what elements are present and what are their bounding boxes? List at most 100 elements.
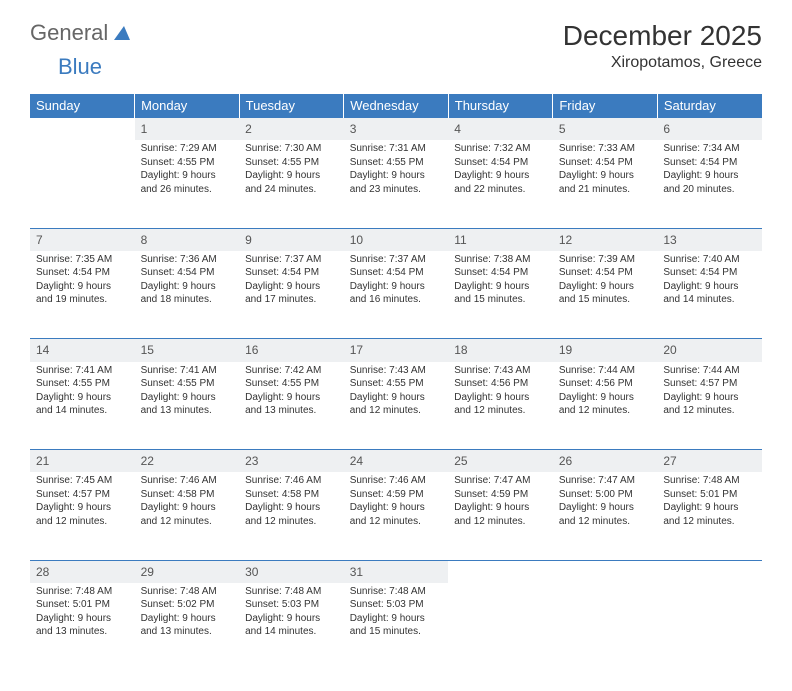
day-detail-cell: Sunrise: 7:46 AMSunset: 4:58 PMDaylight:…	[135, 472, 240, 560]
day-number-cell	[30, 118, 135, 141]
daylight-text: Daylight: 9 hours	[454, 169, 547, 183]
sunset-text: Sunset: 5:00 PM	[559, 488, 652, 502]
brand-logo: General	[30, 20, 132, 46]
daylight-text: and 12 minutes.	[559, 404, 652, 418]
daylight-text: and 12 minutes.	[454, 404, 547, 418]
day-number-cell	[448, 560, 553, 583]
day-detail-cell: Sunrise: 7:46 AMSunset: 4:58 PMDaylight:…	[239, 472, 344, 560]
daylight-text: and 14 minutes.	[663, 293, 756, 307]
day-detail-cell: Sunrise: 7:36 AMSunset: 4:54 PMDaylight:…	[135, 251, 240, 339]
sunrise-text: Sunrise: 7:37 AM	[245, 253, 338, 267]
daylight-text: Daylight: 9 hours	[36, 280, 129, 294]
daylight-text: Daylight: 9 hours	[245, 612, 338, 626]
daylight-text: Daylight: 9 hours	[454, 391, 547, 405]
calendar-table: Sunday Monday Tuesday Wednesday Thursday…	[30, 94, 762, 671]
sunrise-text: Sunrise: 7:48 AM	[350, 585, 443, 599]
sunrise-text: Sunrise: 7:31 AM	[350, 142, 443, 156]
day-detail-cell: Sunrise: 7:37 AMSunset: 4:54 PMDaylight:…	[239, 251, 344, 339]
day-detail-cell: Sunrise: 7:35 AMSunset: 4:54 PMDaylight:…	[30, 251, 135, 339]
daylight-text: Daylight: 9 hours	[350, 280, 443, 294]
sunset-text: Sunset: 4:55 PM	[245, 156, 338, 170]
daylight-text: Daylight: 9 hours	[141, 612, 234, 626]
brand-word-1: General	[30, 20, 108, 46]
sunrise-text: Sunrise: 7:41 AM	[141, 364, 234, 378]
day-number-cell: 21	[30, 450, 135, 473]
daynum-row: 28293031	[30, 560, 762, 583]
sunset-text: Sunset: 4:58 PM	[141, 488, 234, 502]
detail-row: Sunrise: 7:41 AMSunset: 4:55 PMDaylight:…	[30, 362, 762, 450]
daylight-text: Daylight: 9 hours	[454, 280, 547, 294]
sunrise-text: Sunrise: 7:46 AM	[350, 474, 443, 488]
sunset-text: Sunset: 5:02 PM	[141, 598, 234, 612]
weekday-header: Wednesday	[344, 94, 449, 118]
sunset-text: Sunset: 4:57 PM	[36, 488, 129, 502]
daylight-text: Daylight: 9 hours	[663, 169, 756, 183]
day-detail-cell: Sunrise: 7:48 AMSunset: 5:01 PMDaylight:…	[657, 472, 762, 560]
sunset-text: Sunset: 4:55 PM	[245, 377, 338, 391]
weekday-header: Tuesday	[239, 94, 344, 118]
sunrise-text: Sunrise: 7:48 AM	[663, 474, 756, 488]
day-number-cell	[553, 560, 658, 583]
sunset-text: Sunset: 5:01 PM	[36, 598, 129, 612]
daynum-row: 21222324252627	[30, 450, 762, 473]
weekday-header-row: Sunday Monday Tuesday Wednesday Thursday…	[30, 94, 762, 118]
weekday-header: Thursday	[448, 94, 553, 118]
day-number-cell	[657, 560, 762, 583]
day-number-cell: 5	[553, 118, 658, 141]
daylight-text: and 13 minutes.	[141, 625, 234, 639]
day-number-cell: 6	[657, 118, 762, 141]
day-number-cell: 24	[344, 450, 449, 473]
sunrise-text: Sunrise: 7:46 AM	[245, 474, 338, 488]
daylight-text: and 14 minutes.	[36, 404, 129, 418]
daylight-text: Daylight: 9 hours	[36, 391, 129, 405]
daylight-text: Daylight: 9 hours	[245, 501, 338, 515]
sunrise-text: Sunrise: 7:39 AM	[559, 253, 652, 267]
daylight-text: and 15 minutes.	[559, 293, 652, 307]
daynum-row: 78910111213	[30, 228, 762, 251]
sunrise-text: Sunrise: 7:36 AM	[141, 253, 234, 267]
sunrise-text: Sunrise: 7:35 AM	[36, 253, 129, 267]
day-detail-cell: Sunrise: 7:29 AMSunset: 4:55 PMDaylight:…	[135, 140, 240, 228]
daylight-text: and 12 minutes.	[663, 404, 756, 418]
daylight-text: Daylight: 9 hours	[245, 391, 338, 405]
weekday-header: Sunday	[30, 94, 135, 118]
sunset-text: Sunset: 4:59 PM	[454, 488, 547, 502]
weekday-header: Friday	[553, 94, 658, 118]
day-detail-cell: Sunrise: 7:41 AMSunset: 4:55 PMDaylight:…	[30, 362, 135, 450]
brand-word-2: Blue	[58, 54, 102, 79]
daylight-text: and 22 minutes.	[454, 183, 547, 197]
daylight-text: Daylight: 9 hours	[454, 501, 547, 515]
day-detail-cell: Sunrise: 7:42 AMSunset: 4:55 PMDaylight:…	[239, 362, 344, 450]
daylight-text: Daylight: 9 hours	[36, 612, 129, 626]
daylight-text: and 16 minutes.	[350, 293, 443, 307]
sunrise-text: Sunrise: 7:45 AM	[36, 474, 129, 488]
daylight-text: Daylight: 9 hours	[245, 280, 338, 294]
day-number-cell: 17	[344, 339, 449, 362]
day-number-cell: 10	[344, 228, 449, 251]
daylight-text: and 12 minutes.	[141, 515, 234, 529]
daylight-text: and 26 minutes.	[141, 183, 234, 197]
sunrise-text: Sunrise: 7:42 AM	[245, 364, 338, 378]
daylight-text: and 18 minutes.	[141, 293, 234, 307]
day-detail-cell: Sunrise: 7:48 AMSunset: 5:01 PMDaylight:…	[30, 583, 135, 671]
daylight-text: Daylight: 9 hours	[559, 169, 652, 183]
daylight-text: Daylight: 9 hours	[141, 280, 234, 294]
sunset-text: Sunset: 4:54 PM	[36, 266, 129, 280]
day-number-cell: 22	[135, 450, 240, 473]
sunset-text: Sunset: 4:54 PM	[245, 266, 338, 280]
daylight-text: and 12 minutes.	[454, 515, 547, 529]
sunset-text: Sunset: 4:54 PM	[454, 156, 547, 170]
day-detail-cell: Sunrise: 7:39 AMSunset: 4:54 PMDaylight:…	[553, 251, 658, 339]
sunrise-text: Sunrise: 7:33 AM	[559, 142, 652, 156]
day-detail-cell	[30, 140, 135, 228]
day-detail-cell: Sunrise: 7:47 AMSunset: 4:59 PMDaylight:…	[448, 472, 553, 560]
daylight-text: and 23 minutes.	[350, 183, 443, 197]
sunset-text: Sunset: 4:56 PM	[454, 377, 547, 391]
daylight-text: and 12 minutes.	[350, 515, 443, 529]
sunset-text: Sunset: 4:54 PM	[559, 266, 652, 280]
sunrise-text: Sunrise: 7:32 AM	[454, 142, 547, 156]
day-number-cell: 8	[135, 228, 240, 251]
sunset-text: Sunset: 4:54 PM	[350, 266, 443, 280]
day-number-cell: 13	[657, 228, 762, 251]
day-detail-cell: Sunrise: 7:48 AMSunset: 5:03 PMDaylight:…	[239, 583, 344, 671]
